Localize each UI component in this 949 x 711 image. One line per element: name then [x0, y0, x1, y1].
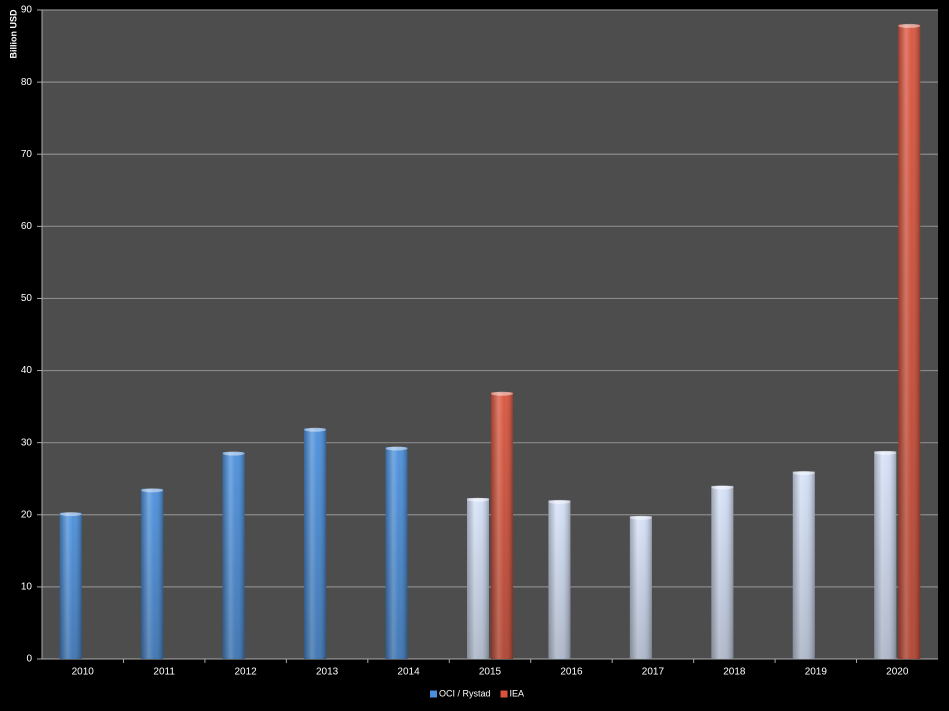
x-tick-label: 2017 [642, 667, 665, 678]
bar-cap [874, 450, 897, 455]
x-tick-label: 2016 [560, 667, 583, 678]
y-tick-label: 20 [21, 509, 33, 520]
bar-cap [304, 427, 327, 432]
bar-cap [467, 497, 489, 502]
y-axis-label: Billion USD [8, 9, 18, 58]
y-tick-label: 10 [21, 582, 33, 593]
bar-fade [898, 24, 921, 659]
x-tick-label: 2018 [723, 667, 746, 678]
bar-fade [304, 428, 327, 659]
bar-fade [792, 471, 815, 659]
plot-area [42, 10, 938, 659]
bar-cap [385, 446, 408, 451]
bar-fade [629, 516, 652, 659]
bar-fade [711, 485, 734, 659]
bar-fade [141, 488, 164, 659]
bar-fade [491, 392, 513, 659]
bar-cap [898, 23, 921, 28]
x-tick-label: 2012 [235, 667, 258, 678]
bar-cap [59, 512, 82, 517]
bar-fade [467, 498, 489, 659]
bar-fade [59, 512, 82, 659]
x-tick-label: 2013 [316, 667, 339, 678]
bar-cap [792, 471, 815, 476]
x-tick-label: 2015 [479, 667, 502, 678]
x-tick-label: 2010 [72, 667, 95, 678]
y-tick-label: 80 [21, 77, 33, 88]
bar-cap [491, 391, 513, 396]
bar-fade [874, 451, 897, 659]
bar-cap [141, 488, 164, 493]
y-tick-label: 70 [21, 149, 33, 160]
bar-cap [629, 515, 652, 520]
y-tick-label: 60 [21, 221, 33, 232]
legend-swatch [500, 690, 508, 698]
legend-swatch [430, 690, 437, 698]
bar-fade [222, 452, 245, 659]
y-tick-label: 90 [21, 5, 33, 16]
bar-fade [548, 500, 571, 659]
y-tick-label: 40 [21, 365, 33, 376]
x-tick-label: 2011 [153, 667, 175, 678]
x-tick-label: 2020 [886, 667, 909, 678]
y-tick-label: 50 [21, 293, 33, 304]
x-tick-label: 2019 [805, 667, 828, 678]
bar-cap [222, 451, 245, 456]
y-tick-label: 30 [21, 437, 33, 448]
x-tick-label: 2014 [397, 667, 420, 678]
y-tick-label: 0 [26, 654, 32, 665]
bar-cap [711, 485, 734, 490]
legend-label: OCI / Rystad [439, 688, 491, 698]
bar-fade [385, 446, 408, 659]
bar-cap [548, 499, 571, 504]
legend-label: IEA [510, 688, 525, 698]
